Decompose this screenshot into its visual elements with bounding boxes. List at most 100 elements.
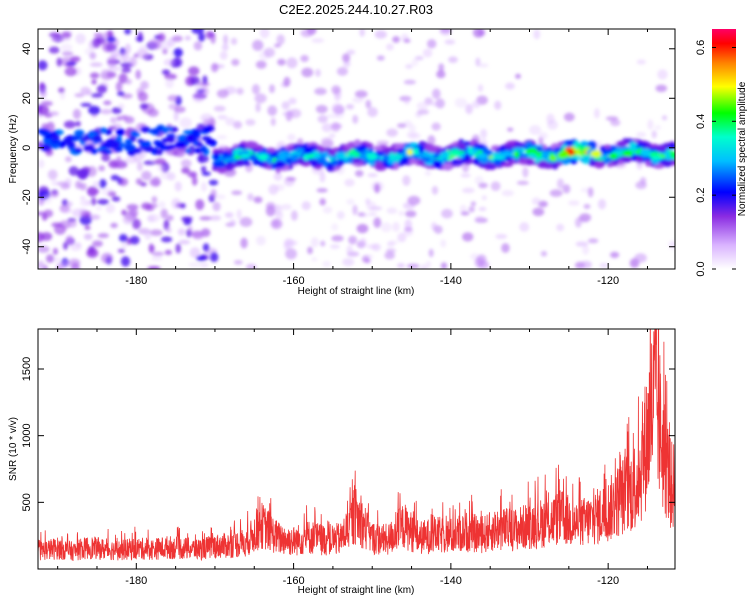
noise-cell	[448, 56, 458, 63]
signal-cell	[617, 159, 624, 165]
signal-cell	[463, 153, 470, 162]
noise-cell	[365, 99, 372, 109]
noise-cell	[107, 30, 113, 38]
noise-cell	[251, 84, 260, 95]
noise-cell	[110, 174, 120, 181]
noise-cell	[231, 58, 240, 66]
noise-cell	[38, 60, 48, 71]
noise-cell	[356, 223, 369, 234]
noise-cell	[180, 159, 192, 168]
snr-y-label: SNR (10 * v/v)	[8, 417, 19, 481]
noise-cell	[164, 249, 172, 255]
signal-cell	[573, 140, 580, 147]
noise-cell	[474, 215, 485, 223]
signal-cell	[337, 148, 344, 153]
x-tick-label: -160	[283, 575, 305, 587]
noise-cell	[112, 123, 122, 129]
signal-cell	[442, 162, 454, 171]
noise-cell	[70, 262, 80, 269]
noise-cell	[301, 67, 314, 78]
noise-cell	[91, 79, 97, 85]
snr-y-ticks: 500 1000 1500	[21, 357, 675, 512]
noise-cell	[376, 140, 389, 147]
noise-cell	[148, 38, 161, 49]
noise-cell	[178, 239, 191, 245]
noise-cell	[657, 69, 668, 80]
noise-cell	[199, 216, 212, 221]
spectrogram-cells	[38, 29, 675, 269]
noise-cell	[96, 84, 108, 94]
noise-cell	[116, 115, 123, 121]
noise-cell	[50, 36, 58, 42]
noise-cell	[100, 108, 113, 115]
noise-cell	[384, 251, 395, 260]
noise-cell	[97, 233, 110, 239]
noise-cell	[416, 101, 429, 111]
noise-cell	[85, 90, 93, 96]
noise-cell	[195, 255, 207, 262]
signal-cell	[425, 151, 435, 157]
signal-cell	[525, 147, 538, 156]
noise-cell	[240, 237, 248, 249]
noise-cell	[62, 241, 69, 250]
noise-cell	[115, 128, 125, 136]
noise-cell	[122, 214, 134, 225]
noise-cell	[444, 39, 456, 45]
noise-cell	[139, 140, 152, 148]
noise-cell	[367, 173, 378, 178]
snr-frame	[37, 328, 676, 570]
signal-cell	[213, 161, 224, 169]
noise-cell	[579, 213, 592, 223]
signal-cell	[571, 155, 583, 160]
noise-cell	[183, 218, 192, 226]
noise-cell	[474, 257, 485, 268]
noise-cell	[193, 41, 203, 51]
noise-cell	[314, 87, 327, 96]
spectrogram-panel: -180 -160 -140 -120 -40 -20 0 20 40 Height of s…	[8, 28, 676, 297]
noise-cell	[65, 156, 72, 163]
y-tick-label: -40	[21, 239, 33, 255]
noise-cell	[360, 212, 370, 218]
signal-cell	[373, 145, 382, 151]
noise-cell	[519, 222, 530, 232]
noise-cell	[583, 203, 591, 210]
noise-cell	[346, 49, 356, 55]
noise-cell	[316, 188, 328, 193]
noise-cell	[431, 101, 442, 107]
noise-cell	[230, 37, 238, 45]
noise-cell	[174, 106, 186, 113]
noise-cell	[428, 248, 434, 258]
noise-cell	[124, 43, 131, 54]
noise-cell	[129, 235, 140, 245]
signal-cell	[640, 148, 652, 157]
noise-cell	[315, 104, 328, 114]
noise-cell	[39, 82, 45, 91]
noise-cell	[48, 46, 60, 54]
noise-cell	[635, 131, 647, 138]
signal-cell	[549, 155, 558, 162]
noise-cell	[187, 225, 193, 232]
noise-cell	[214, 194, 226, 200]
signal-cell	[508, 159, 516, 164]
noise-cell	[200, 165, 207, 173]
noise-cell	[150, 128, 161, 134]
noise-cell	[575, 241, 589, 247]
noise-cell	[406, 131, 418, 139]
noise-cell	[501, 243, 510, 253]
signal-cell	[621, 146, 630, 151]
noise-cell	[190, 76, 200, 86]
noise-cell	[40, 101, 53, 107]
noise-cell	[140, 182, 147, 187]
noise-cell	[200, 113, 213, 123]
signal-cell	[233, 155, 242, 160]
noise-cell	[175, 243, 181, 254]
noise-cell	[171, 35, 183, 42]
noise-cell	[158, 201, 166, 209]
noise-cell	[287, 133, 296, 142]
noise-cell	[188, 261, 201, 268]
noise-cell	[116, 155, 122, 167]
signal-cell	[285, 157, 293, 164]
signal-cell	[236, 159, 245, 167]
noise-cell	[171, 198, 181, 209]
